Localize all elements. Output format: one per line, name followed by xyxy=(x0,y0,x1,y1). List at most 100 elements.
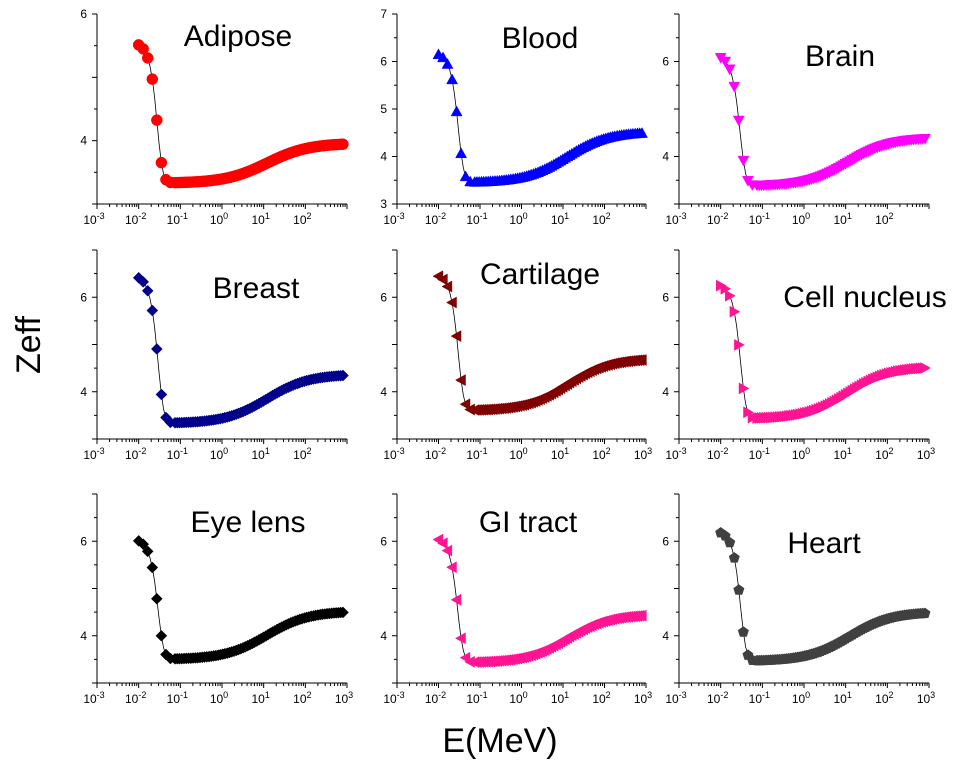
data-point xyxy=(725,289,736,302)
x-tick-label: 101 xyxy=(251,446,269,462)
panel-breast: 4 6 10-3 10-2 10-1 100 101 102 Breast xyxy=(80,249,349,462)
data-point xyxy=(150,592,163,605)
x-tick-label: 10-1 xyxy=(749,211,770,227)
y-axis-label: Zeff xyxy=(10,315,48,374)
series-line xyxy=(720,57,926,186)
data-point xyxy=(337,369,349,382)
data-point xyxy=(729,305,741,318)
x-tick-label: 10-2 xyxy=(425,211,446,227)
data-point xyxy=(155,156,168,169)
data-point xyxy=(441,544,453,557)
x-tick-label: 101 xyxy=(551,446,569,462)
x-tick-label: 100 xyxy=(210,446,228,462)
y-tick-label: 6 xyxy=(80,7,87,21)
data-point xyxy=(635,354,647,366)
series-markers xyxy=(432,270,647,416)
x-tick-label: 102 xyxy=(592,690,610,706)
x-tick-label: 10-3 xyxy=(383,690,404,706)
x-tick-label: 101 xyxy=(551,211,569,227)
data-point xyxy=(732,115,745,127)
panel-title: Heart xyxy=(787,527,861,560)
y-tick-label: 4 xyxy=(662,150,669,164)
data-point xyxy=(455,147,468,159)
series-line xyxy=(138,540,344,660)
series-markers xyxy=(716,279,932,424)
data-point xyxy=(636,127,648,138)
data-point xyxy=(728,552,740,563)
panel-blood: 3 4 5 6 7 10-3 10-2 10-1 100 101 102 Blood xyxy=(380,7,648,227)
x-tick-label: 10-2 xyxy=(707,446,728,462)
x-tick-label: 10-2 xyxy=(425,446,446,462)
series-markers xyxy=(432,533,647,669)
data-point xyxy=(719,56,732,68)
y-tick-label: 4 xyxy=(380,150,387,164)
x-tick-label: 10-2 xyxy=(425,690,446,706)
x-tick-label: 101 xyxy=(251,211,269,227)
y-tick-label: 4 xyxy=(662,385,669,399)
y-tick-label: 7 xyxy=(380,7,387,21)
panel-title: GI tract xyxy=(479,506,578,539)
panel-title: Blood xyxy=(502,22,579,55)
x-tick-label: 100 xyxy=(509,211,527,227)
panel-cell-nucleus: 4 6 10-3 10-2 10-1 100 101 102 103 Cell nucleus xyxy=(662,249,947,462)
panel-cartilage: 4 6 10-3 10-2 10-1 100 101 102 103 Cartilage xyxy=(380,249,652,462)
panel-heart: 4 6 10-3 10-2 10-1 100 101 102 103 Heart xyxy=(662,493,935,706)
x-tick-label: 103 xyxy=(634,690,652,706)
x-tick-label: 103 xyxy=(335,690,353,706)
data-point xyxy=(738,382,750,395)
y-tick-label: 6 xyxy=(662,290,669,304)
panel-title: Adipose xyxy=(184,20,292,53)
x-tick-label: 10-1 xyxy=(167,690,188,706)
x-tick-label: 101 xyxy=(833,446,851,462)
data-point xyxy=(728,81,741,93)
x-tick-label: 100 xyxy=(792,446,810,462)
x-tick-label: 10-2 xyxy=(125,211,146,227)
x-tick-label: 10-3 xyxy=(665,211,686,227)
data-point xyxy=(455,632,466,645)
x-tick-label: 101 xyxy=(833,690,851,706)
series-line xyxy=(438,54,643,183)
x-tick-label: 103 xyxy=(634,446,652,462)
series-markers xyxy=(132,535,349,665)
data-point xyxy=(436,273,448,286)
data-point xyxy=(437,51,449,63)
data-point xyxy=(155,388,168,401)
y-tick-label: 6 xyxy=(80,290,87,304)
x-tick-label: 10-1 xyxy=(466,446,487,462)
panel-title: Brain xyxy=(805,40,875,73)
y-tick-label: 4 xyxy=(662,629,669,643)
data-point xyxy=(450,593,462,606)
y-tick-label: 4 xyxy=(80,629,87,643)
data-point xyxy=(446,296,457,309)
data-point xyxy=(436,537,448,550)
data-point xyxy=(723,64,736,76)
x-tick-label: 10-2 xyxy=(707,690,728,706)
data-point xyxy=(150,343,163,355)
x-tick-label: 10-2 xyxy=(125,690,146,706)
series-markers xyxy=(132,271,349,429)
x-tick-label: 10-1 xyxy=(466,211,487,227)
x-axis-label: E(MeV) xyxy=(442,722,557,760)
series-markers xyxy=(714,53,931,192)
x-tick-label: 100 xyxy=(792,690,810,706)
data-point xyxy=(141,545,154,558)
x-tick-label: 100 xyxy=(210,211,228,227)
data-point xyxy=(337,606,349,619)
data-point xyxy=(446,561,457,574)
panel-brain: 4 6 10-3 10-2 10-1 100 101 102 Brain xyxy=(662,13,931,227)
data-point xyxy=(737,626,749,637)
x-tick-label: 101 xyxy=(833,211,851,227)
data-point xyxy=(141,284,154,297)
x-tick-label: 10-1 xyxy=(167,211,188,227)
x-tick-label: 102 xyxy=(293,446,311,462)
data-point xyxy=(137,276,150,288)
x-tick-label: 10-2 xyxy=(125,446,146,462)
y-tick-label: 4 xyxy=(80,134,87,148)
data-point xyxy=(724,536,736,548)
y-tick-label: 6 xyxy=(80,534,87,548)
x-tick-label: 10-1 xyxy=(466,690,487,706)
data-point xyxy=(151,114,163,126)
x-tick-label: 102 xyxy=(592,211,610,227)
y-tick-label: 5 xyxy=(380,102,387,116)
